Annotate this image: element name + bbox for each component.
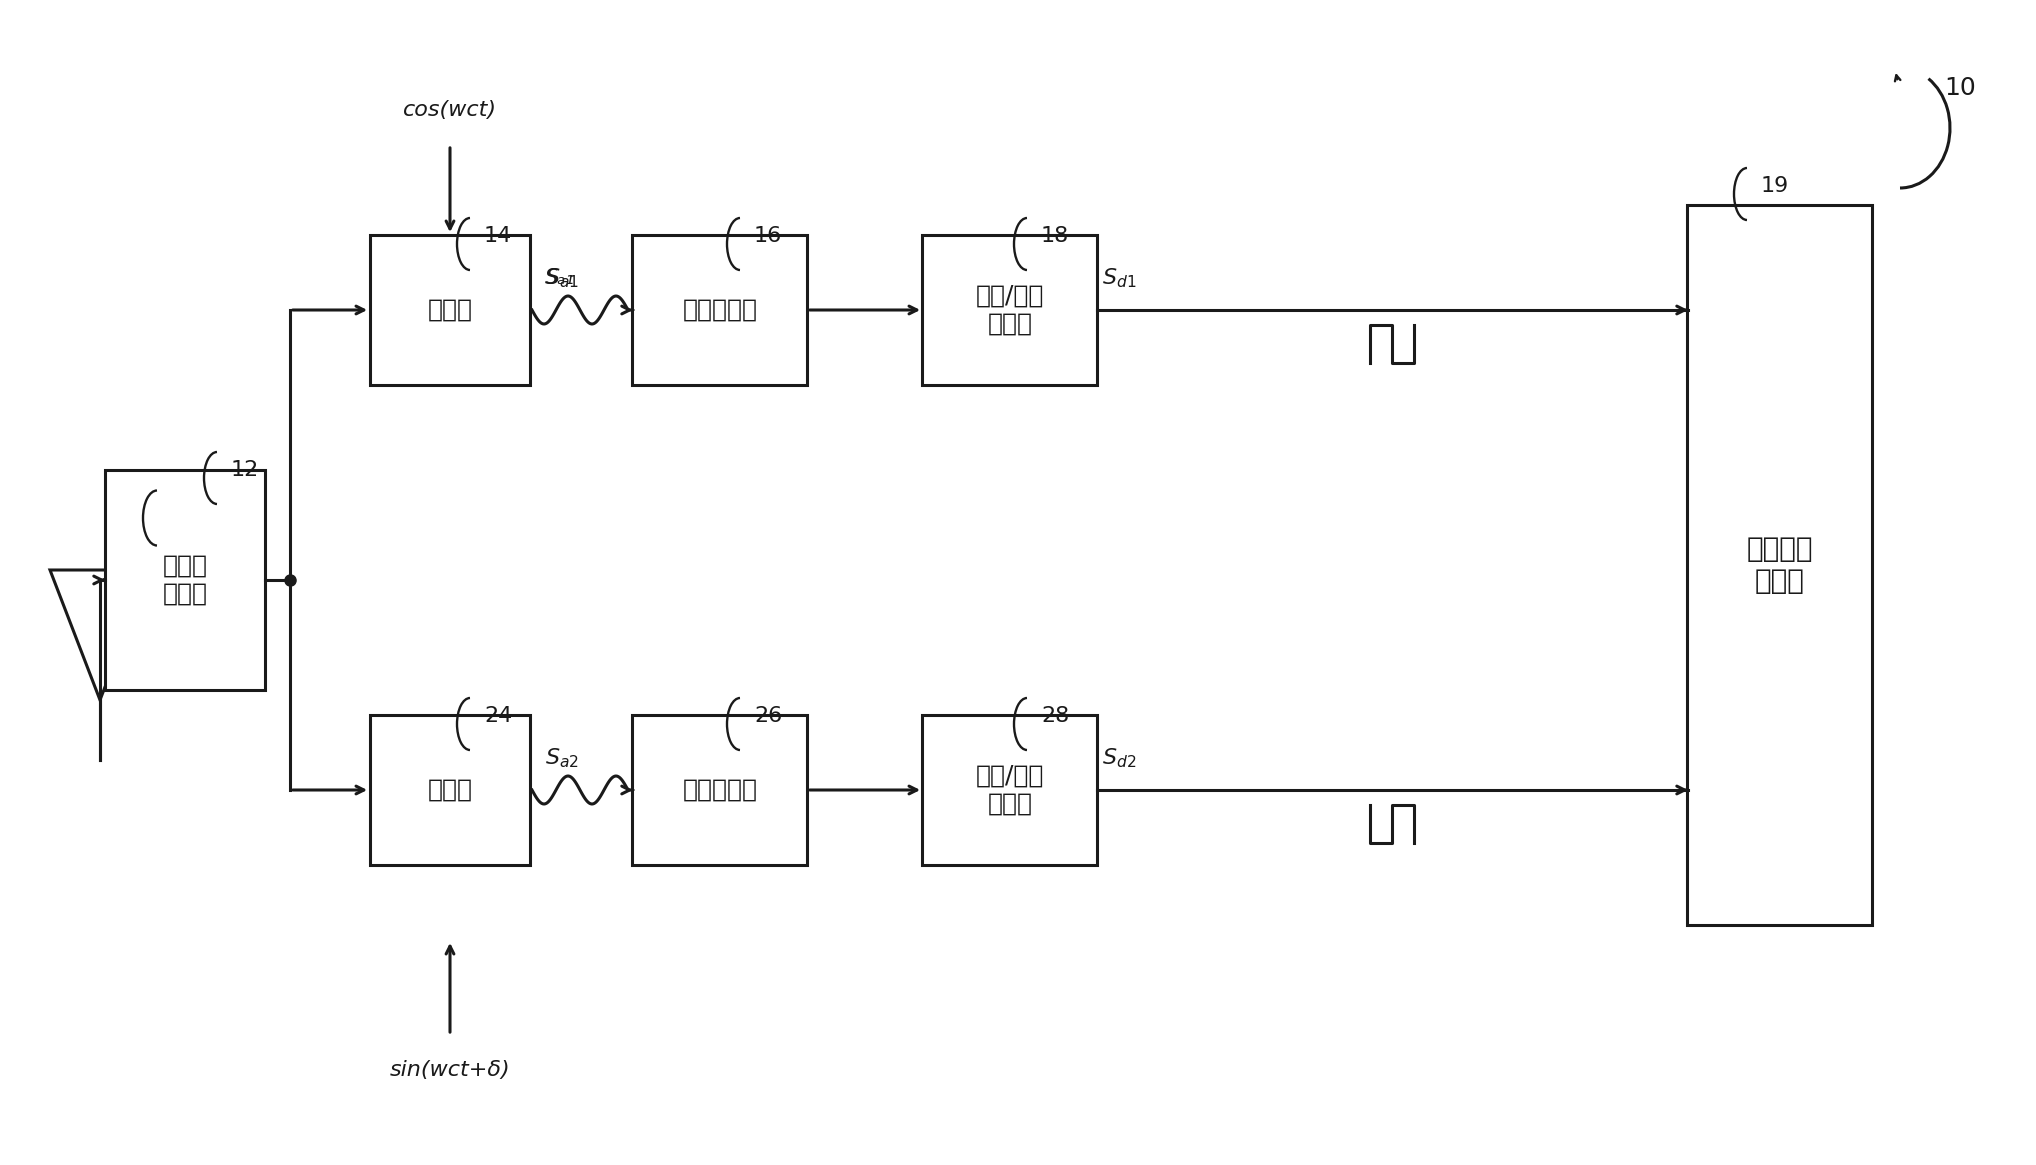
Text: 低通滤波器: 低通滤波器 xyxy=(682,298,757,322)
Text: cos(wct): cos(wct) xyxy=(403,100,497,120)
Text: 数字信号
处理器: 数字信号 处理器 xyxy=(1747,535,1814,595)
Bar xyxy=(922,715,1097,864)
Text: $S_{a1}$: $S_{a1}$ xyxy=(546,266,578,290)
Text: 12: 12 xyxy=(230,460,259,480)
Text: 16: 16 xyxy=(753,226,782,246)
Text: 低通滤波器: 低通滤波器 xyxy=(682,778,757,802)
Text: Sₐ₁: Sₐ₁ xyxy=(546,268,574,288)
Bar xyxy=(371,235,529,384)
Text: sin(wct+δ): sin(wct+δ) xyxy=(389,1060,511,1080)
Bar xyxy=(371,715,529,864)
Bar xyxy=(633,715,808,864)
Text: 26: 26 xyxy=(753,706,782,726)
Text: $S_{d1}$: $S_{d1}$ xyxy=(1101,266,1136,290)
Text: 模拟/数字
转换器: 模拟/数字 转换器 xyxy=(975,764,1044,815)
Text: 19: 19 xyxy=(1761,176,1790,196)
Text: 混频器: 混频器 xyxy=(428,778,472,802)
Text: 18: 18 xyxy=(1040,226,1069,246)
Bar xyxy=(633,235,808,384)
Text: 模拟/数字
转换器: 模拟/数字 转换器 xyxy=(975,284,1044,336)
Bar xyxy=(106,469,265,690)
Text: 低噪声
放大器: 低噪声 放大器 xyxy=(163,555,208,606)
Text: $S_{d2}$: $S_{d2}$ xyxy=(1101,747,1136,770)
Text: 混频器: 混频器 xyxy=(428,298,472,322)
Text: 28: 28 xyxy=(1040,706,1069,726)
Text: 14: 14 xyxy=(485,226,513,246)
Text: 24: 24 xyxy=(485,706,513,726)
Bar xyxy=(1688,205,1873,925)
Text: 11: 11 xyxy=(169,500,197,520)
Text: $S_{a2}$: $S_{a2}$ xyxy=(546,747,578,770)
Text: 10: 10 xyxy=(1944,76,1975,100)
Bar xyxy=(922,235,1097,384)
